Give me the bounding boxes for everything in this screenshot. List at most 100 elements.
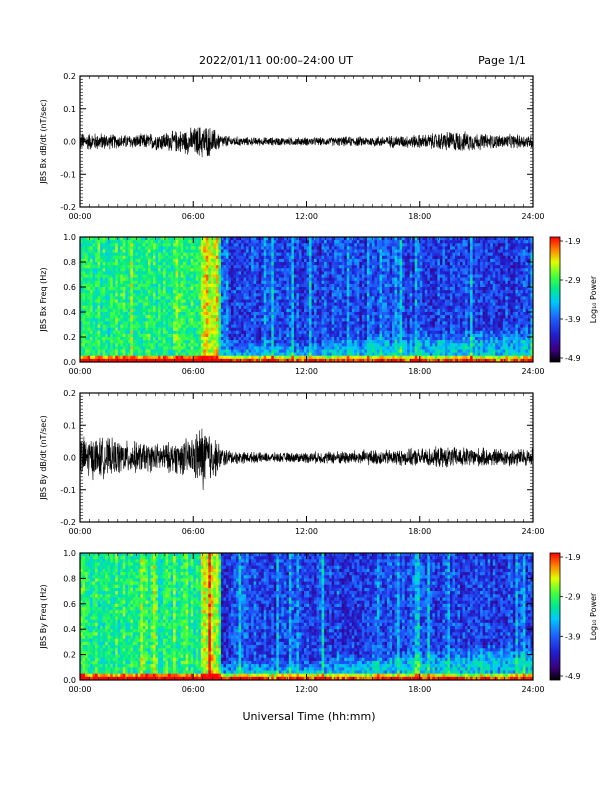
- spectrogram-cell: [188, 252, 192, 257]
- spectrogram-cell: [351, 237, 355, 241]
- spectrogram-cell: [155, 237, 159, 241]
- spectrogram-cell: [382, 299, 385, 303]
- spectrogram-cell: [424, 274, 428, 278]
- spectrogram-cell: [311, 315, 315, 319]
- spectrogram-cell: [520, 277, 524, 282]
- spectrogram-cell: [530, 243, 534, 247]
- spectrogram-cell: [100, 299, 103, 303]
- spectrogram-cell: [263, 308, 267, 313]
- spectrogram-cell: [190, 287, 194, 291]
- spectrogram-cell: [152, 280, 156, 285]
- spectrogram-cell: [429, 280, 433, 285]
- spectrogram-cell: [190, 258, 194, 263]
- spectrogram-cell: [530, 262, 534, 266]
- spectrogram-cell: [218, 268, 222, 272]
- spectrogram-cell: [258, 290, 262, 294]
- spectrogram-cell: [117, 287, 121, 291]
- spectrogram-cell: [447, 265, 451, 269]
- spectrogram-cell: [402, 274, 405, 278]
- spectrogram-cell: [344, 258, 348, 263]
- spectrogram-cell: [306, 274, 310, 278]
- spectrogram-cell: [117, 277, 121, 282]
- spectrogram-cell: [225, 296, 229, 300]
- spectrogram-cell: [200, 249, 204, 253]
- spectrogram-cell: [306, 249, 310, 253]
- spectrogram-cell: [185, 237, 189, 241]
- spectrogram-cell: [382, 271, 385, 275]
- spectrogram-cell: [402, 265, 405, 269]
- spectrogram-cell: [409, 274, 413, 278]
- spectrogram-cell: [241, 277, 244, 282]
- spectrogram-cell: [311, 305, 315, 310]
- spectrogram-cell: [429, 237, 433, 241]
- spectrogram-cell: [193, 274, 197, 278]
- spectrogram-cell: [100, 240, 103, 244]
- spectrogram-cell: [261, 305, 265, 310]
- spectrogram-cell: [165, 249, 169, 253]
- spectrogram-cell: [85, 280, 88, 285]
- spectrogram-cell: [314, 315, 317, 319]
- spectrogram-cell: [293, 252, 297, 257]
- spectrogram-cell: [273, 287, 277, 291]
- spectrogram-cell: [180, 315, 184, 319]
- spectrogram-cell: [351, 277, 355, 282]
- spectrogram-cell: [122, 243, 126, 247]
- spectrogram-cell: [303, 237, 307, 241]
- spectrogram-cell: [392, 315, 395, 319]
- spectrogram-cell: [359, 262, 363, 266]
- spectrogram-cell: [419, 290, 423, 294]
- spectrogram-cell: [306, 268, 310, 272]
- spectrogram-cell: [231, 268, 234, 272]
- spectrogram-cell: [178, 308, 181, 313]
- spectrogram-cell: [522, 249, 526, 253]
- spectrogram-cell: [233, 280, 237, 285]
- spectrogram-cell: [485, 271, 488, 275]
- spectrogram-cell: [482, 240, 486, 244]
- spectrogram-cell: [193, 271, 197, 275]
- spectrogram-cell: [223, 258, 227, 263]
- spectrogram-cell: [527, 283, 531, 288]
- spectrogram-cell: [225, 318, 229, 322]
- spectrogram-cell: [213, 305, 217, 310]
- spectrogram-cell: [399, 262, 403, 266]
- spectrogram-cell: [178, 283, 181, 288]
- spectrogram-cell: [180, 243, 184, 247]
- spectrogram-cell: [412, 293, 416, 297]
- spectrogram-cell: [281, 287, 285, 291]
- spectrogram-cell: [379, 283, 383, 288]
- spectrogram-cell: [359, 268, 363, 272]
- spectrogram-cell: [238, 258, 242, 263]
- spectrogram-cell: [100, 315, 103, 319]
- spectrogram-cell: [497, 296, 501, 300]
- spectrogram-cell: [487, 302, 491, 307]
- spectrogram-cell: [530, 274, 534, 278]
- spectrogram-cell: [281, 277, 285, 282]
- spectrogram-cell: [286, 252, 290, 257]
- spectrogram-cell: [412, 302, 416, 307]
- spectrogram-cell: [85, 318, 88, 322]
- spectrogram-cell: [195, 274, 199, 278]
- spectrogram-cell: [329, 315, 332, 319]
- spectrogram-cell: [273, 308, 277, 313]
- spectrogram-cell: [170, 283, 174, 288]
- spectrogram-cell: [205, 249, 209, 253]
- spectrogram-cell: [135, 243, 139, 247]
- spectrogram-cell: [173, 258, 176, 263]
- spectrogram-cell: [324, 302, 327, 307]
- spectrogram-cell: [492, 299, 496, 303]
- spectrogram-cell: [243, 249, 247, 253]
- spectrogram-cell: [301, 293, 305, 297]
- spectrogram-cell: [417, 277, 421, 282]
- spectrogram-cell: [145, 280, 149, 285]
- spectrogram-cell: [296, 280, 300, 285]
- spectrogram-cell: [379, 302, 383, 307]
- spectrogram-cell: [480, 308, 483, 313]
- spectrogram-cell: [198, 277, 202, 282]
- spectrogram-cell: [293, 299, 297, 303]
- spectrogram-cell: [165, 274, 169, 278]
- spectrogram-cell: [261, 315, 265, 319]
- spectrogram-cell: [160, 246, 164, 250]
- spectrogram-cell: [178, 274, 181, 278]
- spectrogram-cell: [183, 262, 186, 266]
- spectrogram-cell: [215, 312, 219, 316]
